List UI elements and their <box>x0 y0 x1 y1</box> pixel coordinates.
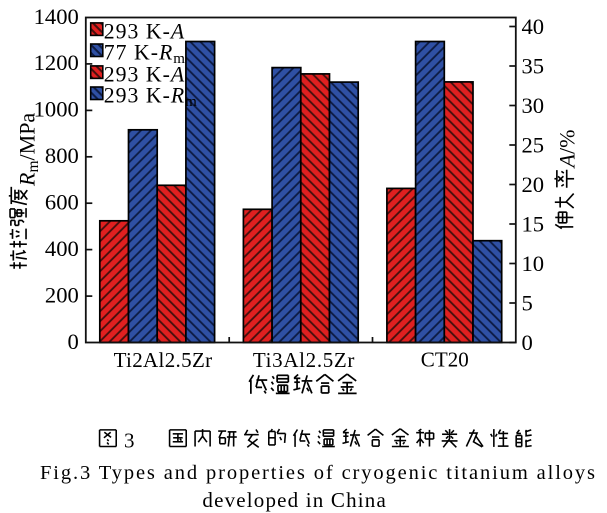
svg-text:293 K-A: 293 K-A <box>104 19 185 43</box>
svg-text:0: 0 <box>522 330 533 355</box>
svg-text:77 K-Rm: 77 K-Rm <box>104 41 186 68</box>
svg-text:20: 20 <box>522 172 545 197</box>
svg-text:Fig.3 Types and properties of: Fig.3 Types and properties of cryogenic … <box>40 462 595 484</box>
svg-text:0: 0 <box>68 329 79 354</box>
svg-text:developed in China: developed in China <box>202 488 386 512</box>
svg-text:400: 400 <box>45 236 79 261</box>
svg-text:A/%: A/% <box>555 130 580 170</box>
svg-text:1200: 1200 <box>34 50 79 75</box>
svg-text:40: 40 <box>522 14 545 39</box>
svg-text:10: 10 <box>522 251 545 276</box>
svg-text:293 K-A: 293 K-A <box>104 62 185 86</box>
svg-text:200: 200 <box>45 282 79 307</box>
svg-text:15: 15 <box>522 212 545 237</box>
svg-text:Ti3Al2.5Zr: Ti3Al2.5Zr <box>253 348 355 372</box>
svg-text:800: 800 <box>45 143 79 168</box>
svg-text:1000: 1000 <box>34 97 79 122</box>
svg-text:CT20: CT20 <box>421 348 469 372</box>
svg-text:25: 25 <box>522 133 545 158</box>
svg-text:293 K-Rm: 293 K-Rm <box>104 84 198 111</box>
svg-text:Ti2Al2.5Zr: Ti2Al2.5Zr <box>114 348 213 372</box>
svg-text:1400: 1400 <box>34 4 79 29</box>
svg-text:Rm/MPa: Rm/MPa <box>15 113 43 187</box>
svg-text:30: 30 <box>522 93 545 118</box>
svg-text:5: 5 <box>522 291 533 316</box>
svg-text:600: 600 <box>45 190 79 215</box>
svg-text:35: 35 <box>522 54 545 79</box>
svg-text:3: 3 <box>124 429 135 453</box>
